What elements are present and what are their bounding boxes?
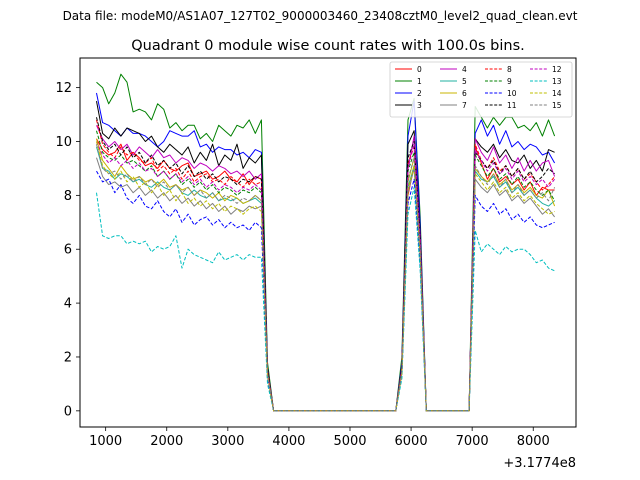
legend-label-8: 8: [507, 65, 512, 74]
x-axis-offset-label: +3.1774e8: [503, 456, 576, 471]
x-tick-label: 1000: [89, 434, 122, 449]
series-line-0: [96, 138, 555, 412]
series-line-7: [96, 157, 555, 412]
series-line-12: [96, 141, 555, 412]
legend-label-12: 12: [552, 65, 562, 74]
legend-label-15: 15: [552, 101, 562, 110]
y-tick-label: 8: [64, 189, 72, 204]
legend-label-2: 2: [417, 89, 422, 98]
x-tick-label: 8000: [517, 434, 550, 449]
legend-label-0: 0: [417, 65, 422, 74]
series-line-4: [96, 125, 556, 412]
series-line-13: [96, 186, 555, 412]
legend-label-7: 7: [462, 101, 467, 110]
legend-label-14: 14: [552, 89, 562, 98]
x-tick-label: 2000: [150, 434, 183, 449]
x-axis: 1000 2000 3000 4000 5000 6000 7000 8000: [89, 427, 550, 449]
x-tick-label: 4000: [272, 434, 305, 449]
chart-title: Quadrant 0 module wise count rates with …: [131, 38, 525, 54]
series-line-9: [96, 130, 556, 412]
series-line-3: [96, 101, 555, 412]
y-tick-label: 2: [64, 350, 72, 365]
legend-label-11: 11: [507, 101, 517, 110]
y-tick-label: 10: [55, 135, 72, 150]
legend-label-13: 13: [552, 77, 562, 86]
series-line-14: [96, 141, 555, 412]
series-line-1: [96, 73, 556, 412]
plot-area: [79, 57, 577, 428]
legend-box: [389, 61, 573, 118]
legend-label-3: 3: [417, 101, 422, 110]
series-line-8: [96, 119, 555, 412]
legend-label-10: 10: [507, 89, 517, 98]
legend-label-6: 6: [462, 89, 467, 98]
axes-frame: [79, 57, 577, 428]
legend-label-1: 1: [417, 77, 422, 86]
x-tick-label: 6000: [395, 434, 428, 449]
series-line-11: [96, 117, 555, 412]
y-tick-label: 0: [64, 404, 72, 419]
y-tick-label: 6: [64, 243, 72, 258]
series-layer: [96, 73, 556, 412]
x-tick-label: 5000: [333, 434, 366, 449]
legend-label-4: 4: [462, 65, 467, 74]
x-tick-label: 3000: [211, 434, 244, 449]
legend-label-9: 9: [507, 77, 512, 86]
y-tick-label: 4: [64, 297, 72, 312]
legend-label-5: 5: [462, 77, 467, 86]
series-line-10: [96, 170, 555, 412]
x-tick-label: 7000: [456, 434, 489, 449]
figure-suptitle: Data file: modeM0/AS1A07_127T02_90000034…: [63, 9, 578, 23]
series-line-15: [96, 144, 556, 412]
y-axis: 0 2 4 6 8 10 12: [55, 81, 80, 419]
y-tick-label: 12: [55, 81, 72, 96]
